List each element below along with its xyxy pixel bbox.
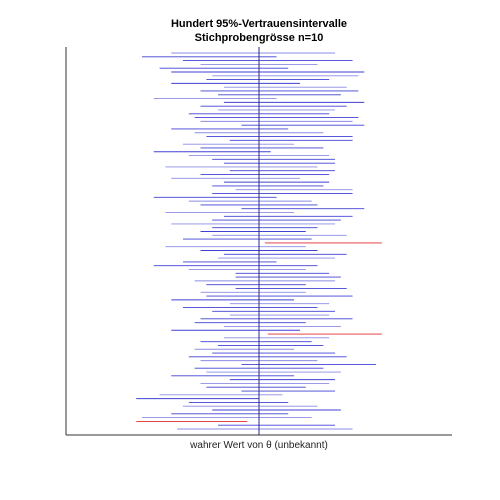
x-axis-label: wahrer Wert von θ (unbekannt) xyxy=(190,440,328,451)
chart-subtitle: Stichprobengrösse n=10 xyxy=(194,32,324,44)
chart-title-block: Hundert 95%-Vertrauensintervalle Stichpr… xyxy=(66,17,452,45)
chart-title: Hundert 95%-Vertrauensintervalle xyxy=(170,18,348,30)
